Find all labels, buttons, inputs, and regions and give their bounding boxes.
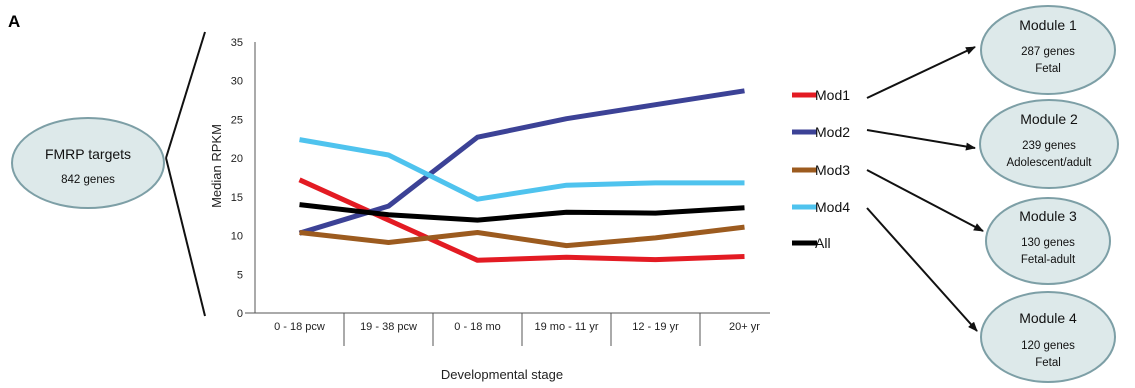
x-tick-labels: 0 - 18 pcw 19 - 38 pcw 0 - 18 mo 19 mo - 11… bbox=[274, 313, 760, 346]
series-lines bbox=[298, 88, 745, 263]
module-node-2: Module 2 239 genes Adolescent/adult bbox=[979, 99, 1119, 189]
legend-label-mod2: Mod2 bbox=[815, 124, 850, 140]
module-node-1-stage: Fetal bbox=[1035, 63, 1061, 75]
source-node-shape bbox=[11, 117, 165, 209]
module-node-1-title: Module 1 bbox=[1019, 17, 1077, 33]
x-tick-label: 19 - 38 pcw bbox=[360, 321, 417, 333]
y-tick-label: 35 bbox=[231, 37, 243, 49]
module-node-2-genes: 239 genes bbox=[1022, 140, 1076, 152]
y-axis-title: Median RPKM bbox=[209, 124, 224, 208]
module-node-3-stage: Fetal-adult bbox=[1021, 254, 1076, 266]
bracket-line-upper bbox=[165, 31, 206, 159]
y-tick-label: 20 bbox=[231, 153, 243, 165]
x-tick-label: 0 - 18 pcw bbox=[274, 321, 325, 333]
arrow-mod4-to-module4 bbox=[866, 207, 978, 332]
y-tick-label: 15 bbox=[231, 192, 243, 204]
module-node-4: Module 4 120 genes Fetal bbox=[980, 291, 1116, 383]
chart-legend: Mod1 Mod2 Mod3 Mod4 All bbox=[792, 87, 850, 251]
source-node: FMRP targets 842 genes bbox=[11, 117, 165, 209]
arrow-mod1-to-module1 bbox=[866, 46, 976, 99]
arrow-mod3-to-module3 bbox=[866, 169, 984, 232]
y-tick-label: 25 bbox=[231, 114, 243, 126]
legend-label-mod3: Mod3 bbox=[815, 162, 850, 178]
legend-label-mod4: Mod4 bbox=[815, 199, 850, 215]
module-node-2-title: Module 2 bbox=[1020, 111, 1078, 127]
x-tick-label: 20+ yr bbox=[729, 321, 760, 333]
legend-label-all: All bbox=[815, 235, 831, 251]
source-node-title: FMRP targets bbox=[45, 146, 131, 162]
x-tick-label: 0 - 18 mo bbox=[454, 321, 500, 333]
panel-label: A bbox=[8, 12, 20, 31]
y-tick-label: 10 bbox=[231, 231, 243, 243]
module-node-4-shape bbox=[980, 291, 1116, 383]
module-node-3-title: Module 3 bbox=[1019, 208, 1077, 224]
module-node-3: Module 3 130 genes Fetal-adult bbox=[985, 197, 1111, 285]
module-node-4-title: Module 4 bbox=[1019, 310, 1077, 326]
x-tick-label: 12 - 19 yr bbox=[632, 321, 679, 333]
module-node-1-genes: 287 genes bbox=[1021, 46, 1075, 58]
source-node-subtitle: 842 genes bbox=[61, 174, 115, 186]
arrow-mod2-to-module2 bbox=[866, 129, 976, 151]
module-node-3-genes: 130 genes bbox=[1021, 237, 1075, 249]
bracket-line-lower bbox=[165, 157, 206, 317]
module-node-1: Module 1 287 genes Fetal bbox=[980, 5, 1116, 95]
module-node-4-stage: Fetal bbox=[1035, 357, 1061, 369]
legend-label-mod1: Mod1 bbox=[815, 87, 850, 103]
x-axis-title: Developmental stage bbox=[441, 367, 563, 382]
y-tick-labels: 0 5 10 15 20 25 30 35 bbox=[231, 37, 243, 320]
module-node-2-shape bbox=[979, 99, 1119, 189]
module-node-1-shape bbox=[980, 5, 1116, 95]
module-node-3-shape bbox=[985, 197, 1111, 285]
series-line-mod4 bbox=[299, 137, 745, 202]
y-tick-label: 5 bbox=[237, 269, 243, 281]
y-tick-label: 0 bbox=[237, 308, 243, 320]
y-tick-label: 30 bbox=[231, 76, 243, 88]
series-line-mod3 bbox=[299, 224, 745, 249]
module-node-2-stage: Adolescent/adult bbox=[1006, 157, 1092, 169]
series-line-all bbox=[299, 202, 745, 223]
x-tick-label: 19 mo - 11 yr bbox=[535, 321, 599, 333]
module-node-4-genes: 120 genes bbox=[1021, 340, 1075, 352]
